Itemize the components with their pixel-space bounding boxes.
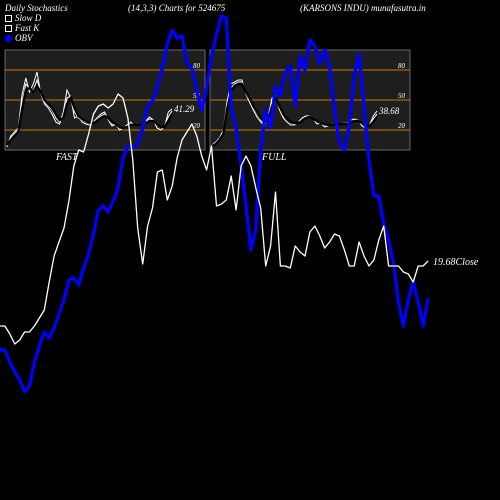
full-last-value-label: 38.68 [378,106,400,116]
chart-caption: Daily Stochastics [5,3,68,13]
legend-box-icon [5,24,12,32]
fast-last-value-label: 41.29 [174,104,195,114]
legend-box-icon [5,14,12,22]
legend-slow-d: Slow D [5,13,41,23]
close-line [0,93,429,345]
legend-label: Slow D [15,13,42,23]
panel-title-full: FULL [262,152,287,163]
panel-title-fast: FAST [56,152,78,163]
fast-tick-label: 80 [193,62,201,70]
fast-tick-label: 20 [193,122,201,130]
chart-params-title: (14,3,3) Charts for 524675 [128,3,226,13]
legend-dot-icon [5,34,12,42]
full-tick-label: 50 [398,92,406,100]
legend-fast-k: Fast K [5,23,39,33]
close-last-value-label: 19.68Close [433,257,479,268]
full-tick-label: 80 [398,62,406,70]
obv-line [0,14,430,394]
full-tick-label: 20 [398,122,406,130]
legend-label: OBV [15,33,33,43]
legend-obv: OBV [5,33,33,43]
legend-label: Fast K [15,23,40,33]
chart-source-title: (KARSONS INDU) munafasutra.in [300,3,426,13]
